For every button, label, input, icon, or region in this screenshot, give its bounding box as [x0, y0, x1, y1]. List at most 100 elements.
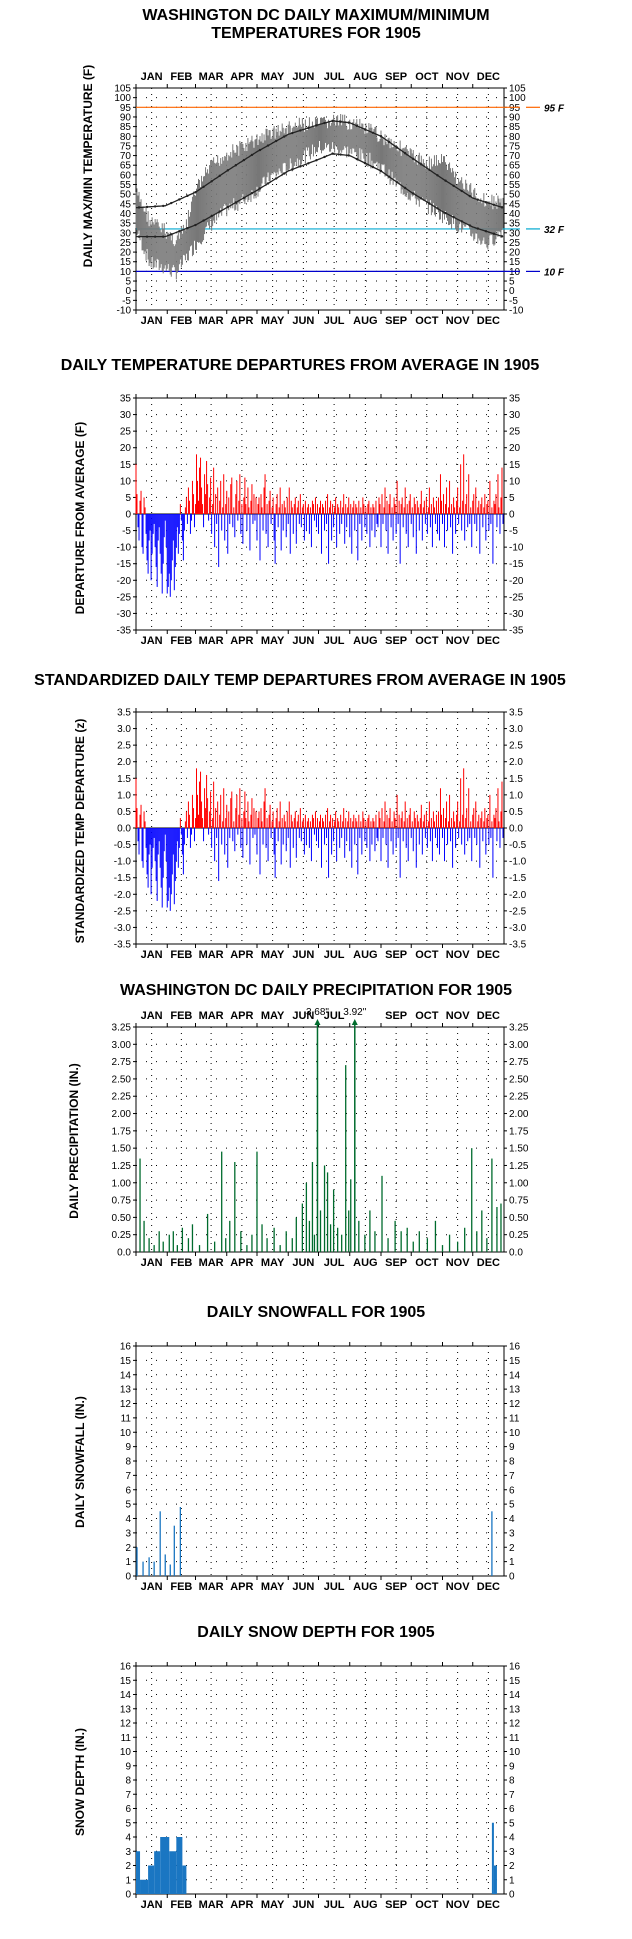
y-tick-label-left: 9 [125, 1761, 131, 1772]
normal-point [145, 205, 149, 209]
normal-point [468, 194, 471, 198]
y-tick-label-right: 2.25 [509, 1092, 529, 1103]
normal-point [315, 158, 318, 162]
y-tick-label-left: 3.00 [112, 1040, 132, 1051]
y-tick-label-right: 2.0 [509, 757, 523, 768]
y-tick-label-left: 30 [120, 228, 132, 239]
month-label-bottom: JAN [141, 1257, 163, 1269]
chart1-title-line1: WASHINGTON DC DAILY MAXIMUM/MINIMUM [142, 7, 489, 24]
normal-point [339, 153, 342, 156]
y-tick-label-right: -35 [509, 626, 524, 637]
month-label-top: SEP [385, 1010, 407, 1022]
normal-point [315, 124, 318, 127]
y-tick-label-left: 4 [125, 1514, 131, 1525]
normal-point [274, 177, 278, 180]
month-label-top: DEC [477, 71, 500, 83]
normal-point [299, 165, 302, 168]
month-label-bottom: MAY [261, 1581, 285, 1593]
y-tick-label-left: 8 [125, 1457, 131, 1468]
y-tick-label-left: 10 [120, 476, 132, 487]
normal-point [371, 165, 375, 169]
y-tick-label-left: 7 [125, 1790, 131, 1801]
normal-point [492, 203, 496, 206]
y-tick-label-left: -2.5 [114, 906, 132, 917]
y-tick-label-right: 16 [509, 1662, 521, 1673]
plot-frame [135, 1345, 505, 1577]
y-tick-label-right: 35 [509, 394, 521, 405]
plot-frame [135, 1665, 505, 1895]
month-label-bottom: JUL [324, 1899, 345, 1911]
y-tick-label-left: 13 [120, 1385, 132, 1396]
y-tick-label-right: 2.75 [509, 1057, 529, 1068]
y-tick-label-left: -5 [122, 526, 131, 537]
y-tick-label-left: 6 [125, 1804, 131, 1815]
normal-point [452, 184, 455, 188]
month-label-bottom: DEC [477, 315, 500, 327]
y-tick-label-left: 95 [120, 103, 132, 114]
y-tick-label-right: 65 [509, 161, 521, 172]
y-tick-label-left: 16 [120, 1342, 132, 1353]
y-tick-label-right: 2.50 [509, 1074, 529, 1085]
month-label-bottom: MAY [261, 315, 285, 327]
chart-snow-depth: DAILY SNOW DEPTH FOR 1905 SNOW DEPTH (IN… [73, 1624, 521, 1911]
chart5-title: DAILY SNOWFALL FOR 1905 [207, 1304, 426, 1321]
y-tick-label-right: 15 [509, 460, 521, 471]
y-tick-label-left: 1 [125, 1875, 131, 1886]
month-label-top: NOV [446, 71, 471, 83]
y-tick-label-left: 0.0 [117, 1248, 131, 1259]
month-label-bottom: DEC [477, 1257, 500, 1269]
month-label-bottom: SEP [385, 1899, 407, 1911]
month-label-top: JAN [141, 71, 163, 83]
month-label-bottom: AUG [353, 1257, 377, 1269]
y-tick-label-right: 40 [509, 209, 521, 220]
snow-depth-bar [148, 1865, 155, 1894]
normal-point [178, 198, 181, 201]
normal-point [379, 135, 383, 138]
normal-point [476, 227, 479, 230]
snow-depth-bar [182, 1865, 187, 1894]
y-tick-label-right: 55 [509, 180, 521, 191]
y-tick-label-left: 85 [120, 122, 132, 133]
month-label-bottom: JUN [292, 949, 314, 961]
y-tick-label-right: 80 [509, 132, 521, 143]
normal-point [283, 172, 286, 175]
month-label-bottom: FEB [170, 635, 192, 647]
y-tick-label-left: 0.25 [112, 1230, 132, 1241]
month-label-top: APR [230, 71, 253, 83]
offscale-arrow-icon [314, 1019, 321, 1025]
month-label-bottom: DEC [477, 949, 500, 961]
y-tick-label-right: 20 [509, 248, 521, 259]
y-tick-label-right: 90 [509, 112, 521, 123]
normal-point [355, 157, 358, 161]
y-tick-label-right: -15 [509, 559, 524, 570]
snow-depth-bar [140, 1879, 149, 1894]
y-tick-label-right: 0 [509, 1890, 515, 1901]
y-tick-label-left: 5 [125, 1500, 131, 1511]
y-tick-label-right: 20 [509, 443, 521, 454]
y-tick-label-left: 60 [120, 170, 132, 181]
month-label-top: OCT [415, 1010, 439, 1022]
normal-point [194, 191, 197, 194]
y-tick-label-left: 1.5 [117, 774, 131, 785]
y-tick-label-right: 10 [509, 476, 521, 487]
normal-point [323, 155, 326, 159]
y-tick-label-left: 35 [120, 219, 132, 230]
snow-depth-bar [136, 1851, 141, 1894]
month-label-bottom: AUG [353, 949, 377, 961]
y-tick-label-right: 11 [509, 1413, 520, 1424]
y-tick-label-left: 15 [120, 460, 132, 471]
y-tick-label-right: 0 [509, 510, 515, 521]
y-tick-label-right: 105 [509, 84, 526, 95]
y-tick-label-left: 6 [125, 1485, 131, 1496]
y-tick-label-right: 5 [509, 1500, 515, 1511]
month-label-top: APR [230, 1010, 253, 1022]
y-tick-label-right: 12 [509, 1719, 521, 1730]
y-tick-label-right: 0 [509, 1572, 515, 1583]
normal-point [395, 146, 399, 149]
normal-point [500, 206, 504, 209]
y-tick-label-left: 2.50 [112, 1074, 132, 1085]
offscale-arrow-icon [351, 1019, 358, 1025]
y-tick-label-right: 7 [509, 1790, 515, 1801]
y-tick-label-right: 3 [509, 1528, 515, 1539]
y-tick-label-left: 3.5 [117, 708, 131, 719]
